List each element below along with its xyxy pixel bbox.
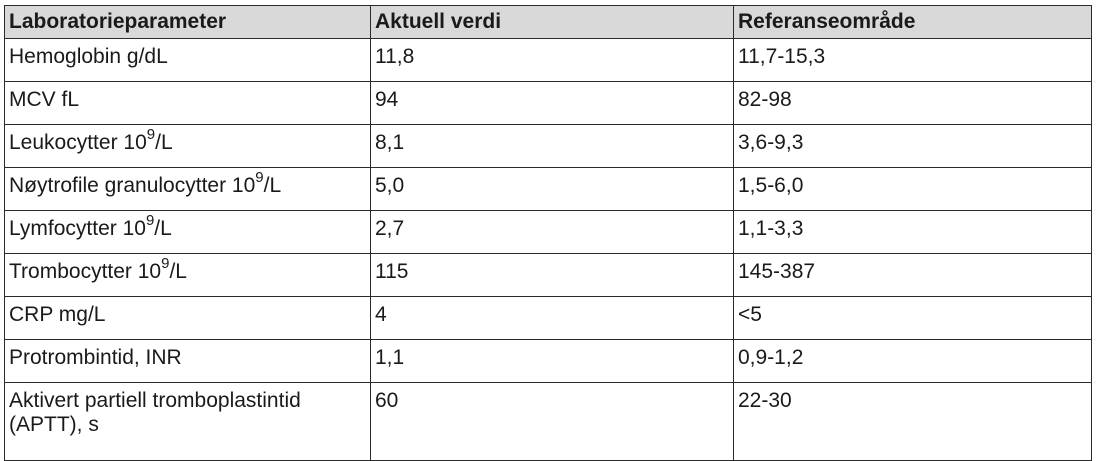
param-unit: /L bbox=[263, 174, 282, 197]
param-cell: Protrombintid, INR bbox=[4, 339, 371, 383]
table-row: Aktivert partiell tromboplastintid (APTT… bbox=[4, 382, 1092, 461]
table-row: Trombocytter 109/L 115 145-387 bbox=[4, 253, 1092, 297]
reference-cell: 1,5-6,0 bbox=[733, 167, 1092, 211]
param-label: Leukocytter 10 bbox=[9, 131, 147, 154]
table-row: MCV fL 94 82-98 bbox=[4, 81, 1092, 125]
param-label: CRP mg/L bbox=[9, 303, 106, 326]
value-cell: 94 bbox=[370, 81, 734, 125]
param-cell: Aktivert partiell tromboplastintid (APTT… bbox=[4, 382, 371, 461]
header-current-value: Aktuell verdi bbox=[370, 5, 734, 39]
table-row: Nøytrofile granulocytter 109/L 5,0 1,5-6… bbox=[4, 167, 1092, 211]
param-unit: /L bbox=[169, 260, 187, 283]
param-unit: /L bbox=[154, 217, 172, 240]
param-exponent: 9 bbox=[145, 212, 155, 229]
param-cell: CRP mg/L bbox=[4, 296, 371, 340]
table-row: Leukocytter 109/L 8,1 3,6-9,3 bbox=[4, 124, 1092, 168]
param-label: Trombocytter 10 bbox=[9, 260, 162, 283]
param-label: MCV fL bbox=[9, 88, 80, 111]
reference-cell: 22-30 bbox=[733, 382, 1092, 461]
param-label: Nøytrofile granulocytter 10 bbox=[9, 174, 256, 197]
table-row: Protrombintid, INR 1,1 0,9-1,2 bbox=[4, 339, 1092, 383]
reference-cell: 11,7-15,3 bbox=[733, 38, 1092, 82]
table-header-row: Laboratorieparameter Aktuell verdi Refer… bbox=[4, 5, 1092, 39]
reference-cell: 3,6-9,3 bbox=[733, 124, 1092, 168]
param-cell: Nøytrofile granulocytter 109/L bbox=[4, 167, 371, 211]
param-exponent: 9 bbox=[161, 255, 170, 272]
param-cell: Hemoglobin g/dL bbox=[4, 38, 371, 82]
reference-cell: 145-387 bbox=[733, 253, 1092, 297]
value-cell: 1,1 bbox=[370, 339, 734, 383]
value-cell: 115 bbox=[370, 253, 734, 297]
param-label: Protrombintid, INR bbox=[9, 346, 182, 369]
reference-cell: <5 bbox=[733, 296, 1092, 340]
param-label: Lymfocytter 10 bbox=[9, 217, 146, 240]
reference-cell: 0,9-1,2 bbox=[733, 339, 1092, 383]
table-row: CRP mg/L 4 <5 bbox=[4, 296, 1092, 340]
param-cell: Lymfocytter 109/L bbox=[4, 210, 371, 254]
param-label: Hemoglobin g/dL bbox=[9, 45, 168, 68]
param-exponent: 9 bbox=[255, 169, 264, 186]
header-reference-range: Referanseområde bbox=[733, 5, 1092, 39]
param-cell: MCV fL bbox=[4, 81, 371, 125]
param-exponent: 9 bbox=[146, 126, 156, 143]
header-parameter: Laboratorieparameter bbox=[4, 5, 371, 39]
value-cell: 11,8 bbox=[370, 38, 734, 82]
value-cell: 2,7 bbox=[370, 210, 734, 254]
value-cell: 4 bbox=[370, 296, 734, 340]
param-cell: Trombocytter 109/L bbox=[4, 253, 371, 297]
reference-cell: 1,1-3,3 bbox=[733, 210, 1092, 254]
reference-cell: 82-98 bbox=[733, 81, 1092, 125]
lab-results-table: Laboratorieparameter Aktuell verdi Refer… bbox=[4, 5, 1092, 461]
param-label: Aktivert partiell tromboplastintid (APTT… bbox=[9, 389, 301, 436]
value-cell: 60 bbox=[370, 382, 734, 461]
table-row: Lymfocytter 109/L 2,7 1,1-3,3 bbox=[4, 210, 1092, 254]
value-cell: 5,0 bbox=[370, 167, 734, 211]
param-unit: /L bbox=[155, 131, 173, 154]
table-row: Hemoglobin g/dL 11,8 11,7-15,3 bbox=[4, 38, 1092, 82]
value-cell: 8,1 bbox=[370, 124, 734, 168]
param-cell: Leukocytter 109/L bbox=[4, 124, 371, 168]
